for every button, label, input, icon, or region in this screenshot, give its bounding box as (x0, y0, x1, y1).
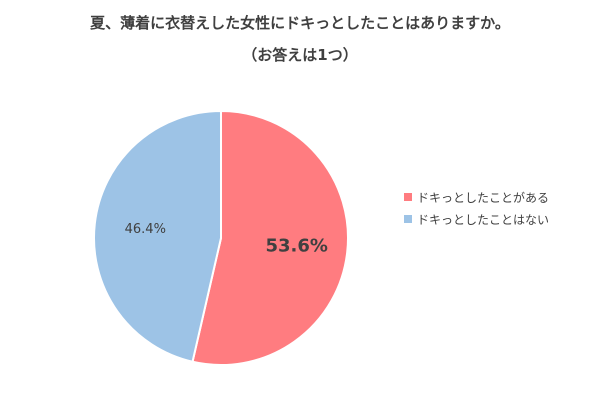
data-label-yes: 53.6% (265, 236, 327, 257)
chart-title: 夏、薄着に衣替えした女性にドキっとしたことはありますか。 (90, 14, 510, 32)
legend-item-no: ドキっとしたことはない (404, 208, 549, 230)
legend-item-yes: ドキっとしたことがある (404, 186, 549, 208)
legend-label-no: ドキっとしたことはない (417, 212, 550, 227)
slice-no (93, 109, 222, 363)
chart-subtitle: （お答えは1つ） (242, 46, 358, 64)
slice-yes (191, 109, 349, 366)
legend-label-yes: ドキっとしたことがある (417, 190, 550, 205)
data-label-no: 46.4% (125, 222, 166, 237)
legend-swatch-yes (404, 193, 412, 201)
legend: ドキっとしたことがある ドキっとしたことはない (404, 186, 549, 230)
legend-swatch-no (404, 215, 412, 223)
